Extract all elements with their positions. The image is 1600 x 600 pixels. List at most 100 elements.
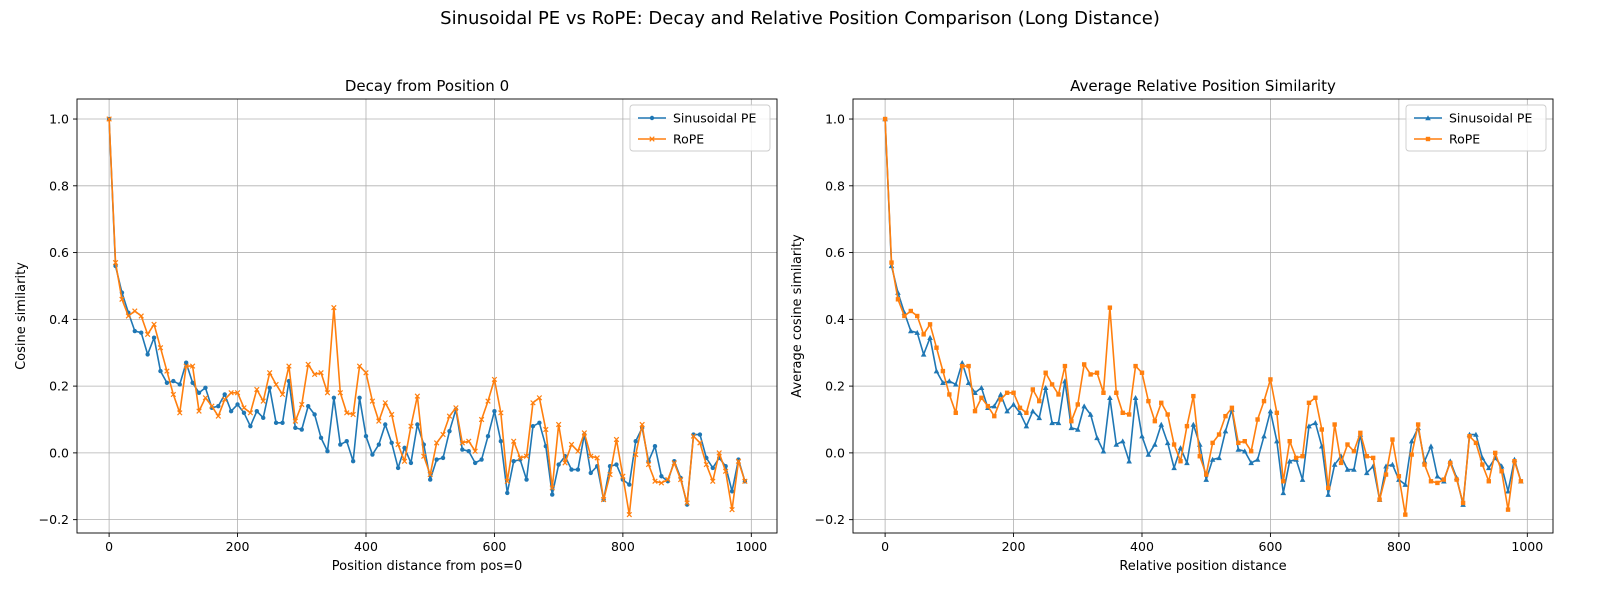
data-point: [1467, 433, 1472, 439]
data-point: [1408, 438, 1415, 444]
data-point: [350, 411, 356, 418]
data-point: [299, 401, 305, 408]
y-tick-label: 0.4: [825, 312, 845, 327]
data-point: [920, 351, 927, 357]
data-point: [1422, 462, 1427, 467]
y-tick-label: 0.4: [49, 312, 69, 327]
data-point: [1204, 472, 1209, 477]
data-point: [1235, 446, 1242, 452]
data-point: [376, 418, 382, 424]
data-point: [189, 363, 196, 369]
data-point: [1069, 418, 1074, 424]
data-point: [402, 445, 407, 451]
data-point: [112, 259, 119, 266]
data-point: [144, 331, 151, 338]
data-point: [940, 379, 946, 386]
data-point: [293, 425, 298, 431]
data-point: [1254, 456, 1261, 462]
data-point: [1171, 442, 1177, 447]
data-point: [710, 465, 715, 471]
data-point: [1132, 394, 1139, 401]
data-point: [543, 426, 549, 433]
data-point: [363, 433, 369, 439]
data-point: [562, 460, 568, 466]
data-point: [1326, 485, 1331, 491]
data-point: [183, 360, 189, 365]
data-point: [1146, 398, 1151, 404]
data-point: [710, 478, 716, 484]
data-point: [1164, 440, 1171, 446]
legend-label: RoPE: [1449, 132, 1480, 147]
data-point: [369, 398, 376, 404]
data-point: [1107, 394, 1113, 401]
data-point: [1107, 305, 1113, 310]
data-point: [1434, 473, 1441, 479]
data-point: [992, 413, 997, 419]
x-tick-label: 1000: [1511, 539, 1543, 554]
data-point: [1306, 423, 1312, 429]
data-point: [408, 423, 414, 429]
y-tick-label: −0.2: [815, 512, 845, 527]
series-rope: [106, 116, 748, 518]
data-point: [907, 328, 914, 334]
data-point: [1056, 392, 1061, 397]
data-point: [594, 455, 600, 461]
data-point: [1004, 390, 1010, 395]
data-point: [234, 390, 241, 396]
data-point: [498, 438, 504, 444]
data-point: [125, 313, 132, 319]
data-point: [459, 440, 466, 446]
data-point: [1242, 438, 1247, 444]
x-tick-label: 600: [1259, 539, 1283, 554]
legend-marker: [1425, 115, 1431, 121]
data-point: [1248, 460, 1254, 466]
data-point: [203, 385, 208, 390]
data-point: [221, 396, 228, 403]
legend: Sinusoidal PE RoPE: [1405, 104, 1547, 152]
data-point: [1139, 433, 1145, 439]
data-point: [537, 420, 542, 426]
data-point: [1049, 382, 1055, 387]
data-point: [202, 395, 209, 401]
data-point: [1409, 452, 1414, 457]
data-point: [395, 441, 401, 448]
data-point: [1274, 438, 1280, 444]
data-point: [1165, 412, 1170, 417]
data-point: [1319, 427, 1325, 432]
data-point: [363, 370, 369, 376]
data-point: [1126, 458, 1132, 464]
data-point: [588, 470, 593, 476]
data-point: [665, 476, 671, 483]
data-point: [504, 478, 510, 484]
x-tick-label: 400: [1130, 539, 1154, 554]
data-point: [1428, 479, 1434, 484]
data-point: [1261, 433, 1267, 439]
data-point: [1094, 435, 1100, 441]
data-point: [433, 440, 440, 446]
data-point: [1023, 423, 1030, 429]
data-point: [555, 421, 562, 428]
data-point: [177, 410, 183, 416]
data-point: [1229, 405, 1235, 411]
data-point: [273, 420, 279, 426]
data-point: [1011, 390, 1016, 395]
data-point: [1171, 465, 1177, 471]
data-point: [408, 460, 414, 466]
data-point: [639, 421, 645, 428]
x-tick-label: 600: [483, 539, 507, 554]
data-point: [1030, 408, 1036, 414]
data-point: [940, 368, 946, 374]
legend-label: Sinusoidal PE: [1449, 111, 1532, 126]
x-tick-label: 1000: [735, 539, 767, 554]
data-point: [1441, 477, 1447, 482]
data-point: [1024, 410, 1029, 416]
legend-marker: [1425, 136, 1431, 142]
data-point: [1216, 455, 1222, 461]
data-point: [946, 378, 953, 384]
data-point: [735, 458, 742, 464]
legend-marker: [649, 136, 655, 142]
data-point: [1331, 461, 1338, 467]
data-point: [1364, 454, 1369, 459]
y-tick-label: 1.0: [825, 112, 845, 127]
data-point: [934, 345, 939, 350]
